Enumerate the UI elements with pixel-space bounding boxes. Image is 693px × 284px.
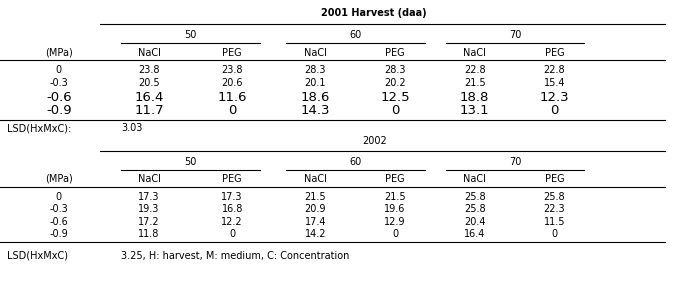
Text: 16.4: 16.4: [134, 91, 164, 104]
Text: (MPa): (MPa): [45, 47, 73, 58]
Text: 16.8: 16.8: [222, 204, 243, 214]
Text: 17.3: 17.3: [221, 192, 243, 202]
Text: LSD(HxMxC):: LSD(HxMxC):: [7, 123, 71, 133]
Text: 0: 0: [56, 192, 62, 202]
Text: 0: 0: [552, 229, 557, 239]
Text: 0: 0: [56, 65, 62, 76]
Text: 12.2: 12.2: [221, 216, 243, 227]
Text: NaCl: NaCl: [137, 174, 161, 184]
Text: 12.9: 12.9: [384, 216, 406, 227]
Text: 17.4: 17.4: [304, 216, 326, 227]
Text: 12.5: 12.5: [380, 91, 410, 104]
Text: NaCl: NaCl: [463, 47, 486, 58]
Text: 20.5: 20.5: [138, 78, 160, 88]
Text: PEG: PEG: [545, 174, 564, 184]
Text: 0: 0: [228, 104, 236, 117]
Text: 14.3: 14.3: [301, 104, 330, 117]
Text: -0.6: -0.6: [49, 216, 69, 227]
Text: 22.3: 22.3: [543, 204, 565, 214]
Text: -0.9: -0.9: [49, 229, 69, 239]
Text: 12.3: 12.3: [540, 91, 569, 104]
Text: 0: 0: [550, 104, 559, 117]
Text: 50: 50: [184, 157, 197, 167]
Text: 23.8: 23.8: [138, 65, 160, 76]
Text: LSD(HxMxC): LSD(HxMxC): [7, 250, 68, 261]
Text: PEG: PEG: [222, 47, 242, 58]
Text: NaCl: NaCl: [463, 174, 486, 184]
Text: NaCl: NaCl: [137, 47, 161, 58]
Text: 28.3: 28.3: [304, 65, 326, 76]
Text: 60: 60: [349, 157, 362, 167]
Text: 22.8: 22.8: [543, 65, 565, 76]
Text: 19.3: 19.3: [139, 204, 159, 214]
Text: (MPa): (MPa): [45, 174, 73, 184]
Text: -0.6: -0.6: [46, 91, 71, 104]
Text: 18.6: 18.6: [301, 91, 330, 104]
Text: 20.9: 20.9: [304, 204, 326, 214]
Text: 11.8: 11.8: [139, 229, 159, 239]
Text: 25.8: 25.8: [543, 192, 565, 202]
Text: 11.6: 11.6: [218, 91, 247, 104]
Text: 11.5: 11.5: [543, 216, 565, 227]
Text: 18.8: 18.8: [460, 91, 489, 104]
Text: 21.5: 21.5: [304, 192, 326, 202]
Text: 13.1: 13.1: [460, 104, 489, 117]
Text: 11.7: 11.7: [134, 104, 164, 117]
Text: 22.8: 22.8: [464, 65, 486, 76]
Text: 50: 50: [184, 30, 197, 41]
Text: 2001 Harvest (daa): 2001 Harvest (daa): [322, 8, 427, 18]
Text: 21.5: 21.5: [384, 192, 406, 202]
Text: 25.8: 25.8: [464, 204, 486, 214]
Text: PEG: PEG: [385, 47, 405, 58]
Text: 14.2: 14.2: [304, 229, 326, 239]
Text: 20.6: 20.6: [221, 78, 243, 88]
Text: 3.25, H: harvest, M: medium, C: Concentration: 3.25, H: harvest, M: medium, C: Concentr…: [121, 250, 350, 261]
Text: 20.2: 20.2: [384, 78, 406, 88]
Text: 0: 0: [229, 229, 235, 239]
Text: 60: 60: [349, 30, 362, 41]
Text: 23.8: 23.8: [221, 65, 243, 76]
Text: 0: 0: [392, 229, 398, 239]
Text: 15.4: 15.4: [543, 78, 565, 88]
Text: 16.4: 16.4: [464, 229, 485, 239]
Text: PEG: PEG: [385, 174, 405, 184]
Text: 0: 0: [391, 104, 399, 117]
Text: 17.2: 17.2: [138, 216, 160, 227]
Text: 2002: 2002: [362, 135, 387, 146]
Text: -0.3: -0.3: [49, 78, 69, 88]
Text: 17.3: 17.3: [138, 192, 160, 202]
Text: 25.8: 25.8: [464, 192, 486, 202]
Text: 20.4: 20.4: [464, 216, 486, 227]
Text: -0.3: -0.3: [49, 204, 69, 214]
Text: 28.3: 28.3: [384, 65, 406, 76]
Text: 19.6: 19.6: [385, 204, 405, 214]
Text: PEG: PEG: [545, 47, 564, 58]
Text: 70: 70: [509, 30, 521, 41]
Text: NaCl: NaCl: [304, 174, 327, 184]
Text: -0.9: -0.9: [46, 104, 71, 117]
Text: 20.1: 20.1: [304, 78, 326, 88]
Text: 21.5: 21.5: [464, 78, 486, 88]
Text: PEG: PEG: [222, 174, 242, 184]
Text: NaCl: NaCl: [304, 47, 327, 58]
Text: 70: 70: [509, 157, 521, 167]
Text: 3.03: 3.03: [121, 123, 143, 133]
